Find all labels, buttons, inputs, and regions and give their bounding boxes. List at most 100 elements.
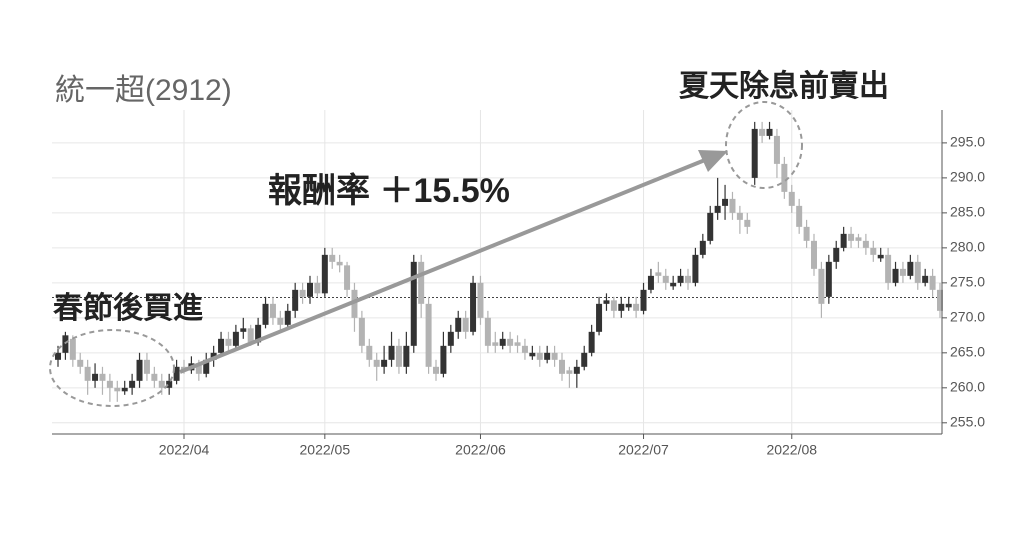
candle-body	[336, 261, 343, 266]
sell-circle	[725, 101, 803, 189]
candle-body	[462, 317, 469, 332]
candle-body	[573, 366, 580, 374]
candle-body	[455, 317, 462, 332]
candle-body	[92, 373, 99, 381]
candle-body	[751, 128, 758, 178]
candle-body	[366, 345, 373, 360]
return-note: 報酬率 ＋15.5%	[268, 172, 510, 210]
candle-body	[685, 275, 691, 283]
candle-body	[529, 352, 536, 357]
grid	[52, 110, 947, 439]
candle-body	[218, 338, 225, 353]
candle-body	[870, 247, 877, 255]
candle-body	[158, 380, 165, 388]
candle-body	[625, 303, 632, 308]
candle-body	[514, 342, 521, 346]
candle-body	[440, 345, 447, 374]
candle-body	[492, 342, 499, 346]
candles	[55, 121, 943, 402]
candle-body	[77, 359, 84, 367]
candle-body	[699, 240, 706, 255]
candle-body	[781, 163, 788, 192]
candle-body	[84, 366, 91, 381]
buy-note: 春節後買進	[53, 291, 203, 325]
candle-body	[344, 265, 351, 290]
candle-body	[811, 240, 817, 269]
candle-body	[937, 289, 943, 311]
candle-body	[796, 205, 803, 227]
candle-body	[677, 275, 684, 283]
candle-body	[195, 363, 202, 374]
candle-body	[566, 370, 573, 374]
candle-body	[351, 289, 358, 318]
candle-body	[588, 331, 595, 353]
x-tick-label: 2022/05	[300, 442, 351, 458]
candle-body	[99, 373, 106, 381]
y-tick-label: 275.0	[950, 274, 985, 290]
candle-body	[129, 380, 136, 388]
candle-body	[358, 317, 365, 346]
candle-body	[106, 380, 113, 388]
x-tick-label: 2022/06	[455, 442, 506, 458]
candle-body	[121, 387, 128, 392]
candle-body	[766, 128, 773, 136]
candle-body	[433, 366, 439, 374]
candle-body	[736, 212, 743, 220]
candle-body	[670, 282, 677, 287]
candle-body	[559, 359, 565, 374]
candle-body	[269, 303, 276, 318]
candle-body	[922, 275, 929, 283]
candle-body	[507, 338, 514, 346]
candle-body	[596, 303, 603, 332]
candle-body	[373, 359, 380, 367]
candle-body	[321, 254, 328, 294]
candle-body	[166, 380, 173, 388]
candle-body	[277, 317, 284, 325]
candle-body	[173, 366, 180, 381]
candle-body	[292, 289, 299, 311]
candle-body	[929, 275, 936, 290]
candle-body	[477, 282, 484, 318]
candle-body	[551, 352, 558, 360]
candle-body	[603, 300, 610, 304]
candle-body	[759, 128, 766, 136]
candle-body	[203, 359, 210, 374]
candle-body	[618, 303, 625, 311]
candle-body	[240, 328, 247, 332]
y-tick-label: 285.0	[950, 204, 985, 220]
candle-body	[69, 338, 76, 360]
candle-body	[544, 352, 551, 360]
candle-body	[225, 338, 232, 346]
candle-body	[833, 247, 840, 262]
candle-body	[803, 226, 810, 241]
candle-body	[232, 331, 239, 346]
x-tick-label: 2022/04	[159, 442, 210, 458]
candle-body	[892, 268, 899, 283]
candle-body	[262, 303, 269, 325]
candle-body	[55, 352, 61, 360]
candle-body	[633, 303, 640, 311]
chart-title: 統一超(2912)	[55, 74, 232, 107]
candle-body	[410, 261, 417, 346]
x-tick-label: 2022/08	[766, 442, 817, 458]
y-tick-label: 295.0	[950, 134, 985, 150]
candle-body	[151, 373, 158, 381]
candle-body	[484, 317, 491, 346]
candle-body	[744, 219, 751, 227]
candle-body	[855, 237, 862, 241]
candle-body	[825, 261, 832, 297]
candle-body	[247, 328, 254, 343]
y-tick-label: 280.0	[950, 239, 985, 255]
candle-body	[299, 289, 306, 297]
candle-body	[647, 275, 654, 290]
candle-body	[403, 345, 410, 367]
candle-body	[136, 359, 143, 381]
candle-body	[848, 233, 855, 241]
y-tick-label: 255.0	[950, 414, 985, 430]
candle-body	[840, 233, 847, 248]
y-tick-label: 290.0	[950, 169, 985, 185]
candle-body	[314, 282, 321, 294]
